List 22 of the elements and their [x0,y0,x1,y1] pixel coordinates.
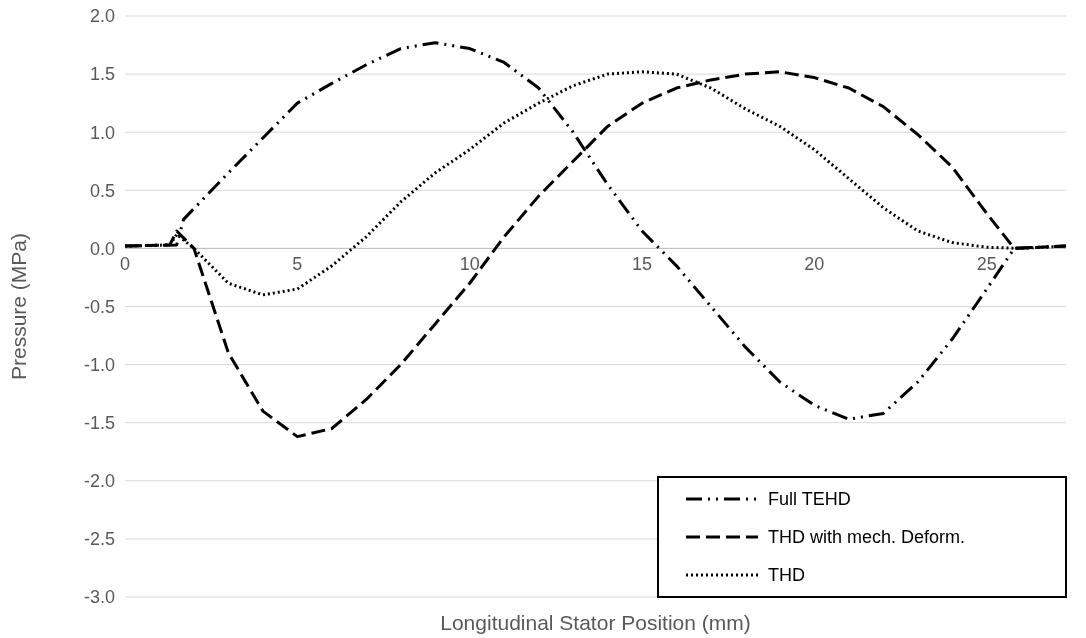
y-axis-title: Pressure (MPa) [7,232,30,381]
y-tick-label: 1.5 [89,64,115,85]
y-tick-label: 1.0 [89,122,115,143]
legend-label: THD [768,565,805,586]
x-tick-label: 5 [292,254,303,275]
x-tick-label: 0 [119,254,131,275]
y-tick-label: 0.0 [89,238,115,259]
y-tick-label: -1.0 [83,354,115,375]
x-tick-label: 15 [632,254,653,275]
legend-label: Full TEHD [768,489,851,510]
x-tick-label: 10 [459,254,480,275]
y-tick-label: -2.0 [83,471,115,492]
legend-label: THD with mech. Deform. [768,527,966,548]
y-tick-label: -2.5 [83,529,115,550]
x-tick-label: 25 [976,254,997,275]
y-tick-label: -3.0 [83,587,115,608]
y-tick-label: 2.0 [89,6,115,27]
y-tick-label: -1.5 [83,413,115,433]
y-tick-label: -0.5 [83,296,115,317]
x-axis-title: Longitudinal Stator Position (mm) [440,611,751,634]
x-tick-label: 20 [804,254,825,275]
y-tick-label: 0.5 [89,180,115,201]
